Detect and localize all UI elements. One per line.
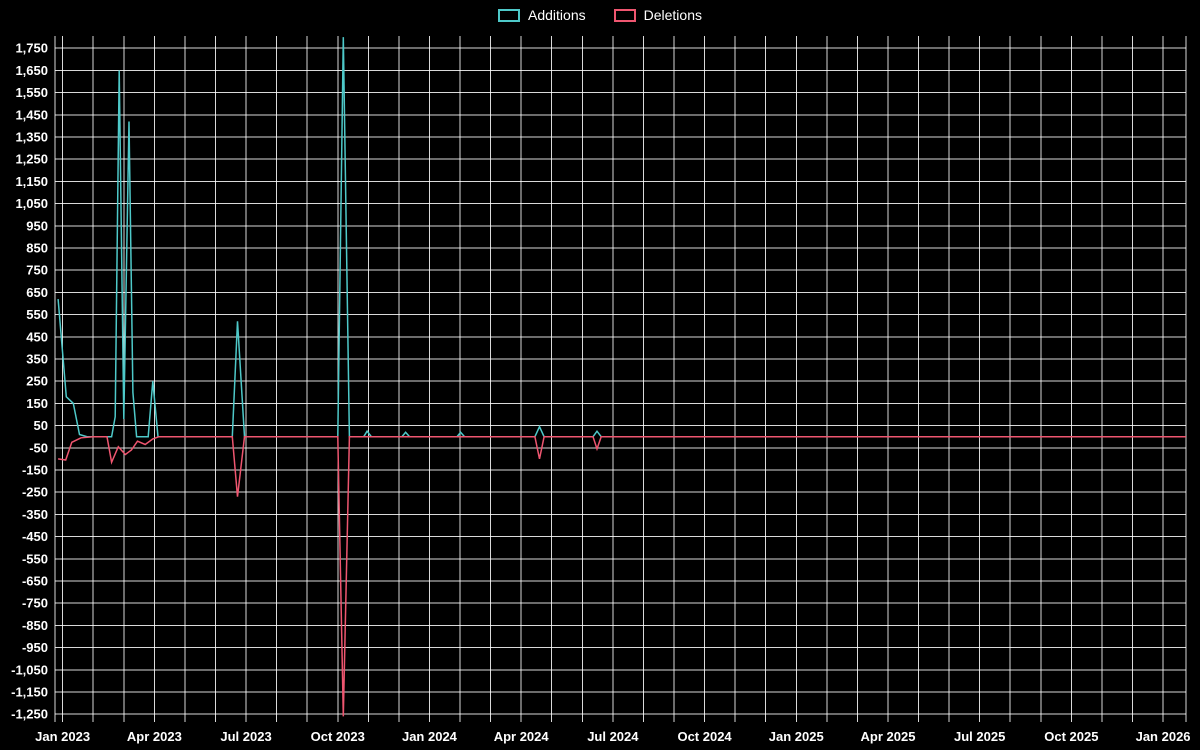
svg-text:Jul 2025: Jul 2025 — [954, 729, 1005, 744]
svg-text:Oct 2025: Oct 2025 — [1044, 729, 1098, 744]
svg-text:-1,250: -1,250 — [11, 707, 48, 722]
chart-legend: Additions Deletions — [0, 7, 1200, 23]
svg-text:Apr 2023: Apr 2023 — [127, 729, 182, 744]
svg-text:1,750: 1,750 — [15, 41, 48, 56]
svg-text:Jul 2024: Jul 2024 — [587, 729, 639, 744]
svg-text:-950: -950 — [22, 640, 48, 655]
svg-text:Jan 2024: Jan 2024 — [402, 729, 458, 744]
svg-text:-450: -450 — [22, 529, 48, 544]
svg-text:650: 650 — [26, 285, 48, 300]
svg-text:-650: -650 — [22, 574, 48, 589]
svg-text:1,250: 1,250 — [15, 152, 48, 167]
svg-text:550: 550 — [26, 307, 48, 322]
svg-text:350: 350 — [26, 352, 48, 367]
svg-text:Apr 2025: Apr 2025 — [861, 729, 916, 744]
svg-text:1,150: 1,150 — [15, 174, 48, 189]
svg-text:-250: -250 — [22, 485, 48, 500]
svg-text:750: 750 — [26, 263, 48, 278]
svg-text:-750: -750 — [22, 596, 48, 611]
svg-text:-550: -550 — [22, 551, 48, 566]
svg-text:Jan 2023: Jan 2023 — [35, 729, 90, 744]
svg-text:950: 950 — [26, 218, 48, 233]
svg-text:Oct 2023: Oct 2023 — [311, 729, 365, 744]
svg-text:50: 50 — [34, 418, 48, 433]
svg-text:Oct 2024: Oct 2024 — [677, 729, 732, 744]
svg-text:Jan 2025: Jan 2025 — [769, 729, 824, 744]
svg-text:250: 250 — [26, 374, 48, 389]
legend-swatch-deletions — [613, 8, 636, 22]
legend-item-deletions[interactable]: Deletions — [613, 7, 702, 23]
svg-text:1,450: 1,450 — [15, 107, 48, 122]
svg-text:-1,050: -1,050 — [11, 662, 48, 677]
svg-text:450: 450 — [26, 329, 48, 344]
svg-text:850: 850 — [26, 241, 48, 256]
svg-text:1,350: 1,350 — [15, 130, 48, 145]
svg-text:-350: -350 — [22, 507, 48, 522]
svg-text:-50: -50 — [29, 440, 48, 455]
legend-item-additions[interactable]: Additions — [498, 7, 586, 23]
legend-swatch-additions — [498, 8, 521, 22]
svg-text:150: 150 — [26, 396, 48, 411]
svg-text:Jul 2023: Jul 2023 — [220, 729, 271, 744]
svg-text:1,550: 1,550 — [15, 85, 48, 100]
svg-text:-150: -150 — [22, 463, 48, 478]
legend-deletions-label: Deletions — [643, 7, 702, 23]
legend-additions-label: Additions — [528, 7, 586, 23]
svg-text:-1,150: -1,150 — [11, 685, 48, 700]
svg-text:-850: -850 — [22, 618, 48, 633]
svg-text:Apr 2024: Apr 2024 — [494, 729, 550, 744]
svg-text:1,050: 1,050 — [15, 196, 48, 211]
svg-text:1,650: 1,650 — [15, 63, 48, 78]
svg-text:Jan 2026: Jan 2026 — [1136, 729, 1191, 744]
